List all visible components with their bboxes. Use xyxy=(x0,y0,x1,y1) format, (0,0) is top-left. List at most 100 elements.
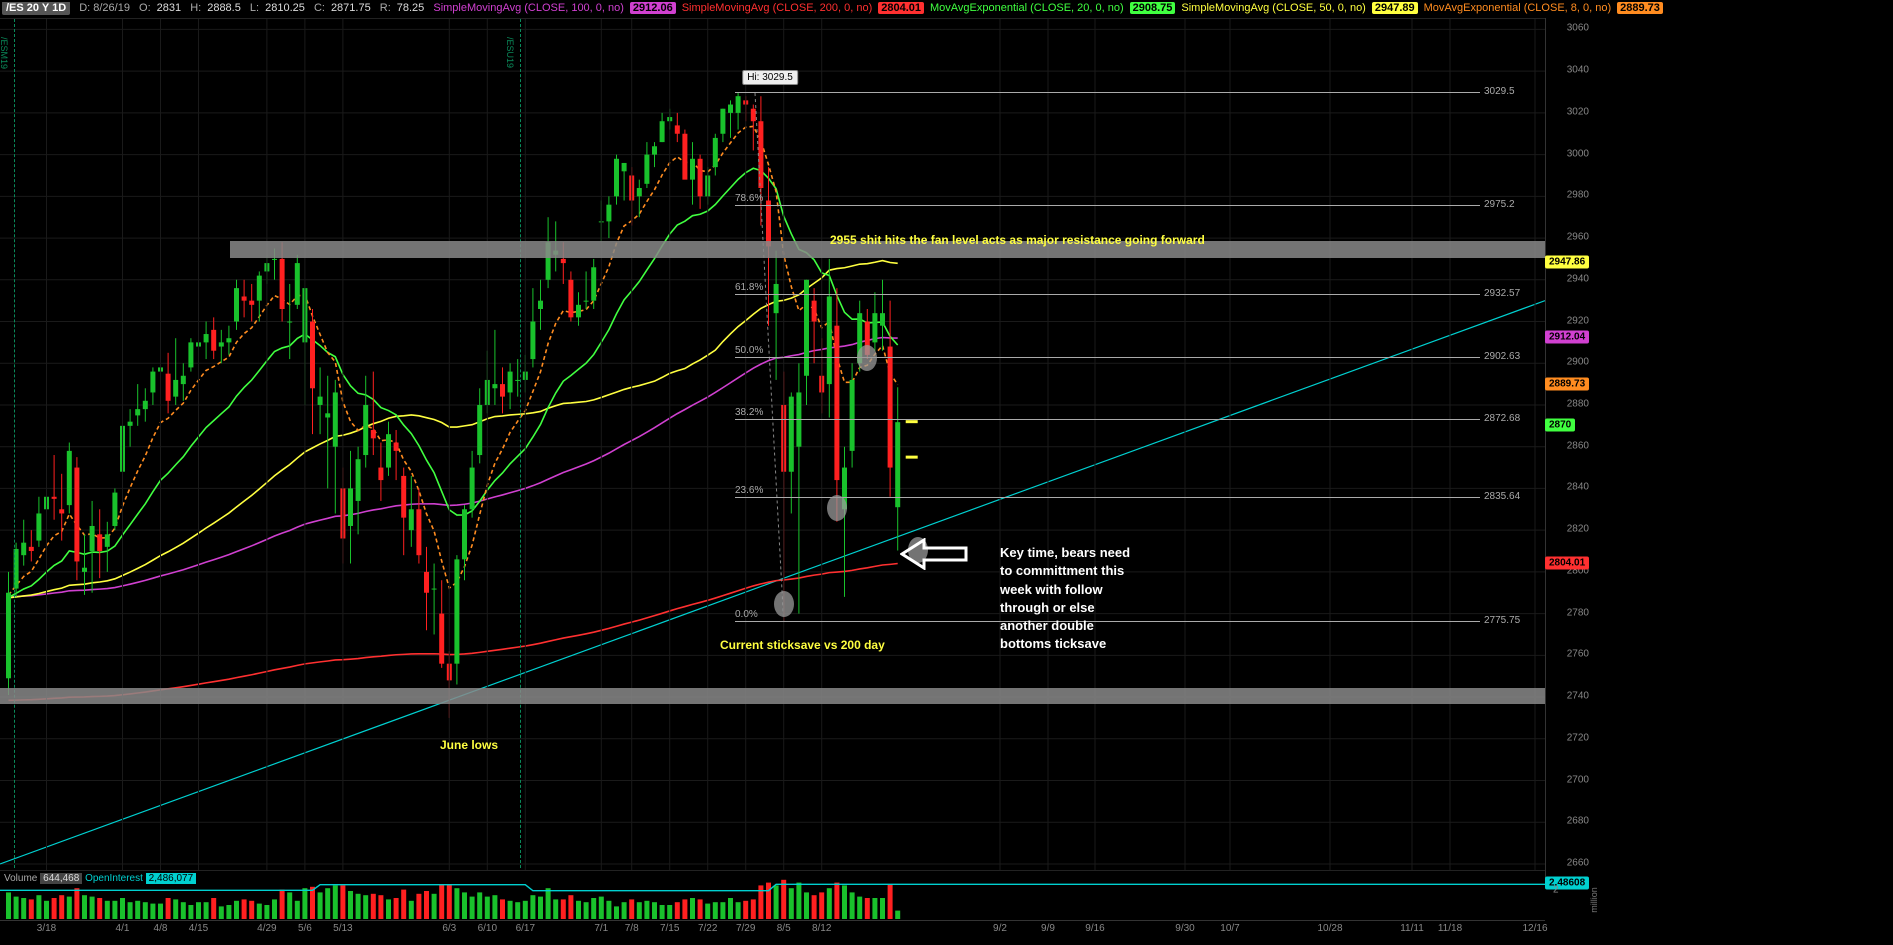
resistance-band xyxy=(0,688,1545,705)
indicator-value: 2908.75 xyxy=(1130,2,1176,14)
indicator-value: 2947.89 xyxy=(1372,2,1418,14)
highlight-oval xyxy=(774,591,794,617)
ytick: 2720 xyxy=(1567,732,1589,743)
ytick: 3060 xyxy=(1567,23,1589,34)
xtick: 6/3 xyxy=(442,923,456,934)
xtick: 11/18 xyxy=(1438,923,1462,934)
ohlc-h-label: H: xyxy=(190,2,201,14)
fib-price: 2872.68 xyxy=(1484,413,1520,424)
fib-line xyxy=(735,497,1480,498)
ohlc-c-label: C: xyxy=(314,2,325,14)
ohlc-h: 2888.5 xyxy=(207,2,241,14)
fib-pct: 23.6% xyxy=(735,485,763,496)
xtick: 7/29 xyxy=(736,923,755,934)
openinterest-label: OpenInterest xyxy=(85,873,143,884)
xtick: 12/16 xyxy=(1522,923,1547,934)
ytick: 2820 xyxy=(1567,524,1589,535)
ytick: 2940 xyxy=(1567,273,1589,284)
xtick: 9/9 xyxy=(1041,923,1055,934)
xtick: 8/12 xyxy=(812,923,831,934)
chart-svg xyxy=(0,19,1545,889)
ohlc-o-label: O: xyxy=(139,2,151,14)
indicator-name: MovAvgExponential (CLOSE, 20, 0, no) xyxy=(930,2,1124,14)
fib-price: 2835.64 xyxy=(1484,491,1520,502)
volume-svg xyxy=(0,871,1545,919)
indicator-value: 2912.06 xyxy=(630,2,676,14)
ytick: 2960 xyxy=(1567,232,1589,243)
indicator-name: MovAvgExponential (CLOSE, 8, 0, no) xyxy=(1424,2,1612,14)
xtick: 10/7 xyxy=(1220,923,1239,934)
ytick: 2700 xyxy=(1567,774,1589,785)
xtick: 9/16 xyxy=(1085,923,1104,934)
price-tag: 2804.01 xyxy=(1545,556,1589,569)
xtick: 5/6 xyxy=(298,923,312,934)
xtick: 3/18 xyxy=(37,923,56,934)
xtick: 4/15 xyxy=(189,923,208,934)
ytick: 2920 xyxy=(1567,315,1589,326)
symbol[interactable]: /ES 20 Y 1D xyxy=(2,2,70,15)
contract-tag: /ESU19 xyxy=(505,37,515,68)
ohlc-r-label: R: xyxy=(380,2,391,14)
volume-value: 644,468 xyxy=(40,873,82,884)
volume-label: Volume xyxy=(4,873,37,884)
ytick: 2860 xyxy=(1567,440,1589,451)
openinterest-value: 2,486,077 xyxy=(146,873,197,884)
ytick: 2980 xyxy=(1567,190,1589,201)
annotation-june-lows: June lows xyxy=(440,738,498,752)
ytick: 2760 xyxy=(1567,649,1589,660)
ohlc-o: 2831 xyxy=(157,2,181,14)
indicator-strip: SimpleMovingAvg (CLOSE, 100, 0, no) 2912.… xyxy=(433,2,1669,14)
xtick: 4/8 xyxy=(154,923,168,934)
xtick: 9/2 xyxy=(993,923,1007,934)
fib-price: 2932.57 xyxy=(1484,288,1520,299)
ytick: 3040 xyxy=(1567,65,1589,76)
ohlc-l: 2810.25 xyxy=(265,2,305,14)
fib-line xyxy=(735,205,1480,206)
price-tag: 2889.73 xyxy=(1545,377,1589,390)
xtick: 10/28 xyxy=(1317,923,1342,934)
xtick: 4/1 xyxy=(116,923,130,934)
contract-roll-line: /ESU19 xyxy=(520,19,521,888)
xtick: 5/13 xyxy=(333,923,352,934)
xtick: 9/30 xyxy=(1175,923,1194,934)
indicator-value: 2804.01 xyxy=(878,2,924,14)
fib-line xyxy=(735,294,1480,295)
ytick: 2900 xyxy=(1567,357,1589,368)
highlight-oval xyxy=(857,345,877,371)
ytick: 3000 xyxy=(1567,148,1589,159)
price-tag: 2870 xyxy=(1545,418,1575,431)
ytick: 2680 xyxy=(1567,816,1589,827)
ytick: 2780 xyxy=(1567,607,1589,618)
annotation-resistance: 2955 shit hits the fan level acts as maj… xyxy=(830,233,1205,247)
price-tag: 2912.04 xyxy=(1545,331,1589,344)
fib-price: 3029.5 xyxy=(1484,86,1515,97)
ytick: 2880 xyxy=(1567,398,1589,409)
arrow-icon xyxy=(900,538,970,570)
indicator-name: SimpleMovingAvg (CLOSE, 100, 0, no) xyxy=(433,2,624,14)
xtick: 8/5 xyxy=(777,923,791,934)
fib-pct: 78.6% xyxy=(735,193,763,204)
chart-header: /ES 20 Y 1D D: 8/26/19 O: 2831 H: 2888.5 L… xyxy=(2,2,1833,18)
date-label: D: 8/26/19 xyxy=(79,2,130,14)
volume-labels: Volume 644,468 OpenInterest 2,486,077 xyxy=(4,873,196,884)
ytick: 2660 xyxy=(1567,857,1589,868)
xtick: 6/17 xyxy=(516,923,535,934)
ytick: 2840 xyxy=(1567,482,1589,493)
indicator-value: 2889.73 xyxy=(1617,2,1663,14)
xtick: 7/22 xyxy=(698,923,717,934)
xtick: 7/8 xyxy=(625,923,639,934)
fib-pct: 38.2% xyxy=(735,407,763,418)
price-chart[interactable]: /ESM19/ESU19 xyxy=(0,18,1545,888)
xtick: 4/29 xyxy=(257,923,276,934)
contract-roll-line: /ESM19 xyxy=(14,19,15,888)
volume-panel[interactable]: Volume 644,468 OpenInterest 2,486,077 xyxy=(0,870,1545,918)
ytick: 3020 xyxy=(1567,106,1589,117)
xtick: 6/10 xyxy=(478,923,497,934)
fib-pct: 0.0% xyxy=(735,609,758,620)
xtick: 11/11 xyxy=(1400,923,1424,934)
highlight-oval xyxy=(827,495,847,521)
xtick: 7/1 xyxy=(594,923,608,934)
ohlc-l-label: L: xyxy=(250,2,259,14)
fib-price: 2902.63 xyxy=(1484,351,1520,362)
contract-tag: /ESM19 xyxy=(0,37,9,69)
